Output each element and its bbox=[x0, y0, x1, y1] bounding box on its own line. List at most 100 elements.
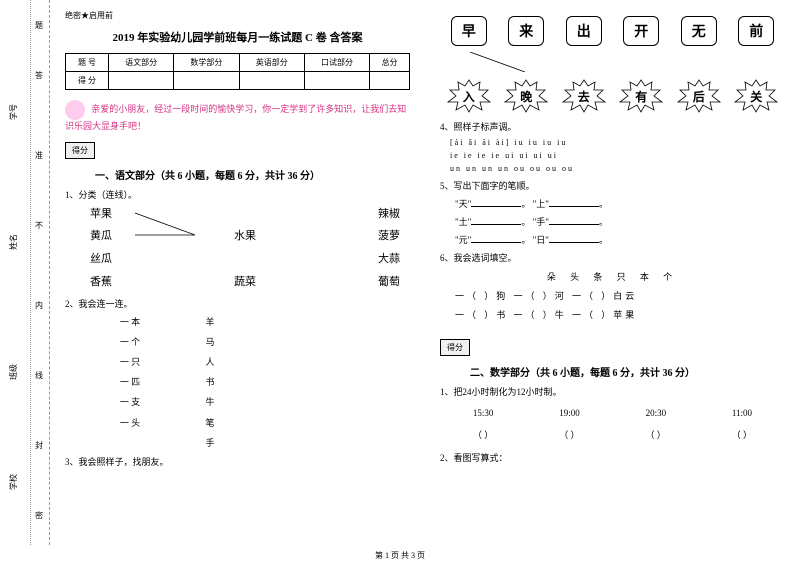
mr: 羊 bbox=[180, 314, 240, 330]
binding-school: 学校 bbox=[8, 474, 19, 490]
item: 大蒜 bbox=[378, 250, 400, 270]
mark: 内 bbox=[35, 300, 43, 311]
ml: 一 支 bbox=[80, 394, 180, 410]
item: 黄瓜 bbox=[90, 227, 112, 247]
burst-icon bbox=[618, 78, 664, 114]
word-box: 早 bbox=[451, 16, 487, 46]
pinyin: ie ie ie ie ui ui ui ui bbox=[450, 150, 785, 163]
star-box: 后 bbox=[680, 82, 718, 110]
char: "天" bbox=[455, 199, 471, 209]
th: 英语部分 bbox=[239, 54, 304, 72]
item: 香蕉 bbox=[90, 273, 112, 293]
match-row: 手 bbox=[80, 435, 410, 451]
match-row: 一 只人 bbox=[80, 354, 410, 370]
td bbox=[370, 72, 410, 90]
q1: 1、分类（连线）。 bbox=[65, 188, 410, 201]
word-boxes-top: 早 来 出 开 无 前 bbox=[440, 16, 785, 46]
mark: 题 bbox=[35, 20, 43, 31]
section2-title: 二、数学部分（共 6 小题，每题 6 分，共计 36 分） bbox=[470, 364, 785, 379]
blank bbox=[471, 215, 521, 225]
word-box: 无 bbox=[681, 16, 717, 46]
q2-body: 一 本羊 一 个马 一 只人 一 匹书 一 支牛 一 头笔 手 bbox=[80, 314, 410, 451]
burst-icon bbox=[446, 78, 492, 114]
intro-text: 亲爱的小朋友，经过一段时间的愉快学习，你一定学到了许多知识，让我们去知识乐园大显… bbox=[65, 100, 410, 134]
blank bbox=[549, 233, 599, 243]
burst-icon bbox=[676, 78, 722, 114]
q5-line: "土"。 "手"。 bbox=[455, 215, 785, 228]
ml bbox=[80, 435, 180, 451]
q5: 5、写出下面字的笔顺。 bbox=[440, 179, 785, 192]
item: 水果 bbox=[234, 227, 256, 247]
binding-number: 学号 bbox=[8, 104, 19, 120]
mr: 马 bbox=[180, 334, 240, 350]
q1-body: 苹果 辣椒 黄瓜 水果 菠萝 丝瓜 大蒜 香蕉 蔬菜 葡萄 bbox=[80, 205, 410, 293]
th: 数学部分 bbox=[174, 54, 239, 72]
mr: 手 bbox=[180, 435, 240, 451]
burst-icon bbox=[733, 78, 779, 114]
time: 19:00 bbox=[559, 408, 580, 418]
match-row: 一 匹书 bbox=[80, 374, 410, 390]
intro-content: 亲爱的小朋友，经过一段时间的愉快学习，你一定学到了许多知识，让我们去知识乐园大显… bbox=[65, 104, 406, 131]
mark: 答 bbox=[35, 70, 43, 81]
pinyin: [ái ǎi āi ài] iu iu iu iu bbox=[450, 137, 785, 150]
s2q2: 2、看图写算式： bbox=[440, 451, 785, 464]
mark: 线 bbox=[35, 370, 43, 381]
time: 15:30 bbox=[473, 408, 494, 418]
dotted-line bbox=[30, 0, 31, 545]
star-box: 晚 bbox=[507, 82, 545, 110]
blank bbox=[471, 197, 521, 207]
mark: 封 bbox=[35, 440, 43, 451]
classify-row: 苹果 辣椒 bbox=[80, 205, 410, 225]
th: 总分 bbox=[370, 54, 410, 72]
td: 得 分 bbox=[66, 72, 109, 90]
item: 辣椒 bbox=[378, 205, 400, 225]
q3: 3、我会照样子，找朋友。 bbox=[65, 455, 410, 468]
blank bbox=[471, 233, 521, 243]
td bbox=[174, 72, 239, 90]
q4: 4、照样子标声调。 bbox=[440, 120, 785, 133]
mr: 笔 bbox=[180, 415, 240, 431]
q2: 2、我会连一连。 bbox=[65, 297, 410, 310]
q6-line: 一（ ）狗 一（ ）河 一（ ）白云 bbox=[455, 289, 785, 302]
secret-label: 绝密★启用前 bbox=[65, 10, 410, 21]
left-column: 绝密★启用前 2019 年实验幼儿园学前班每月一练试题 C 卷 含答案 题 号 … bbox=[50, 0, 425, 545]
mr: 牛 bbox=[180, 394, 240, 410]
char: "手" bbox=[533, 217, 549, 227]
th: 语文部分 bbox=[109, 54, 174, 72]
char: "日" bbox=[533, 235, 549, 245]
score-table: 题 号 语文部分 数学部分 英语部分 口试部分 总分 得 分 bbox=[65, 53, 410, 90]
classify-row: 丝瓜 大蒜 bbox=[80, 250, 410, 270]
item: 蔬菜 bbox=[234, 273, 256, 293]
binding-name: 姓名 bbox=[8, 234, 19, 250]
match-row: 一 个马 bbox=[80, 334, 410, 350]
binding-class: 班级 bbox=[8, 364, 19, 380]
blank: （ ） bbox=[559, 428, 579, 441]
word-box: 开 bbox=[623, 16, 659, 46]
match-row: 一 支牛 bbox=[80, 394, 410, 410]
th: 题 号 bbox=[66, 54, 109, 72]
star-box: 入 bbox=[450, 82, 488, 110]
ml: 一 只 bbox=[80, 354, 180, 370]
blank: （ ） bbox=[473, 428, 493, 441]
td bbox=[109, 72, 174, 90]
mark: 准 bbox=[35, 150, 43, 161]
q5-line: "元"。 "日"。 bbox=[455, 233, 785, 246]
word-box: 前 bbox=[738, 16, 774, 46]
exam-title: 2019 年实验幼儿园学前班每月一练试题 C 卷 含答案 bbox=[65, 29, 410, 45]
ml: 一 匹 bbox=[80, 374, 180, 390]
mark: 密 bbox=[35, 510, 43, 521]
right-column: 早 来 出 开 无 前 入 晚 去 有 后 关 4、照样子标声调。 [ái ǎi… bbox=[425, 0, 800, 545]
score-box: 得分 bbox=[65, 142, 95, 159]
item: 菠萝 bbox=[378, 227, 400, 247]
burst-icon bbox=[503, 78, 549, 114]
score-box: 得分 bbox=[440, 339, 470, 356]
item: 苹果 bbox=[90, 205, 112, 225]
table-row: 得 分 bbox=[66, 72, 410, 90]
time: 11:00 bbox=[732, 408, 752, 418]
table-row: 题 号 语文部分 数学部分 英语部分 口试部分 总分 bbox=[66, 54, 410, 72]
td bbox=[239, 72, 304, 90]
char: "元" bbox=[455, 235, 471, 245]
mascot-icon bbox=[65, 100, 85, 120]
star-box: 去 bbox=[565, 82, 603, 110]
match-row: 一 本羊 bbox=[80, 314, 410, 330]
